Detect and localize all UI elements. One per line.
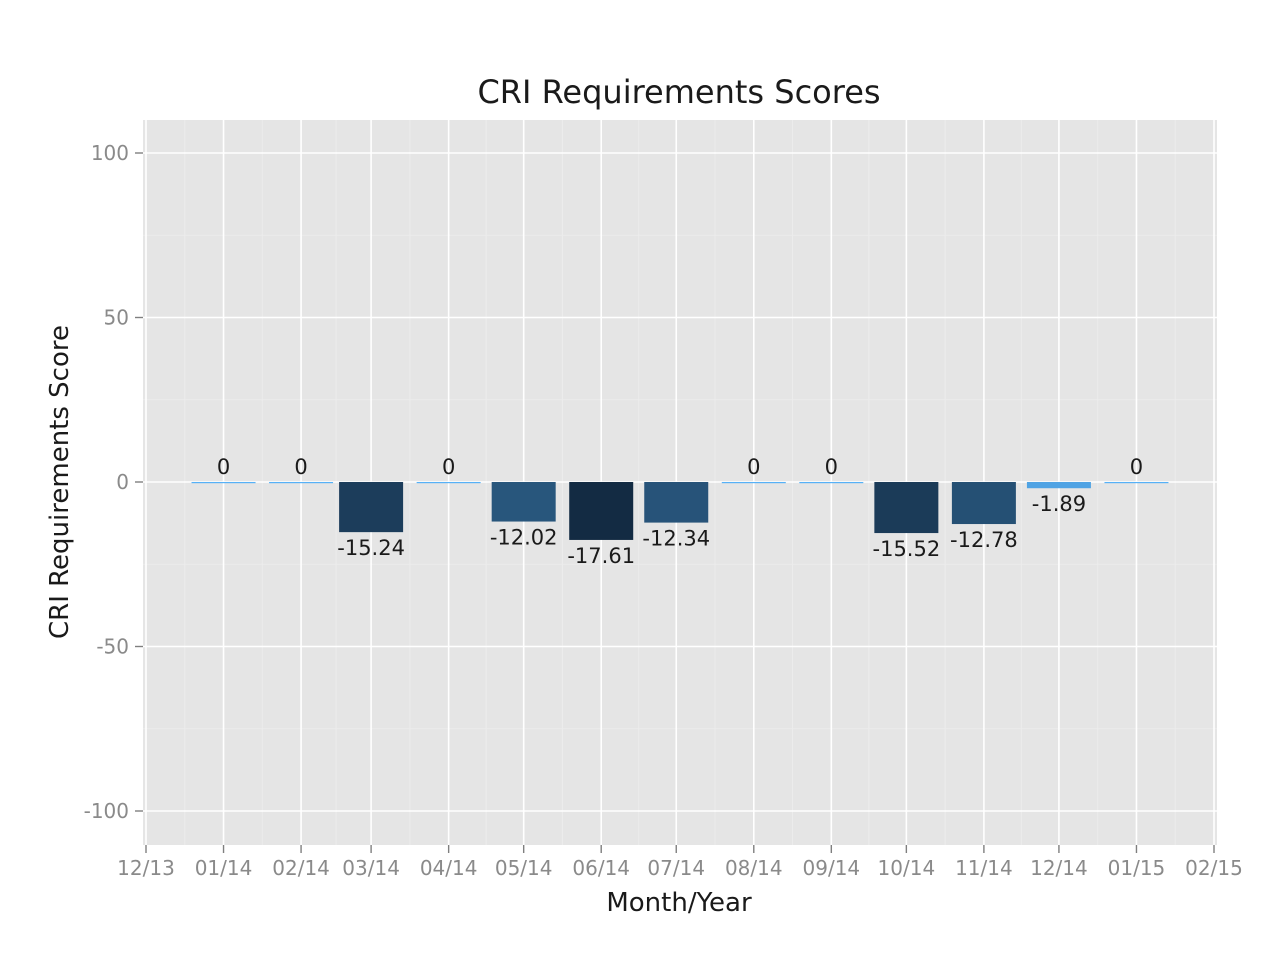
- y-tick-label: -50: [96, 635, 129, 659]
- x-tick-label: 10/14: [878, 856, 936, 880]
- bar-value-label: 0: [217, 455, 230, 479]
- y-tick-label: -100: [84, 799, 129, 823]
- x-tick-label: 02/14: [272, 856, 330, 880]
- bar: [416, 482, 481, 484]
- x-tick-label: 08/14: [725, 856, 783, 880]
- bar: [644, 482, 709, 523]
- y-tick-label: 100: [91, 141, 129, 165]
- x-tick-label: 11/14: [955, 856, 1013, 880]
- x-tick-label: 03/14: [342, 856, 400, 880]
- x-tick-label: 12/14: [1030, 856, 1088, 880]
- bar: [721, 482, 786, 484]
- bars: [191, 482, 1169, 540]
- bar-value-label: 0: [747, 455, 760, 479]
- x-tick-label: 02/15: [1185, 856, 1243, 880]
- x-tick-label: 12/13: [117, 856, 175, 880]
- bar: [874, 482, 939, 534]
- bar: [1104, 482, 1169, 484]
- bar-value-label: -15.24: [337, 536, 405, 560]
- bar-value-label: -12.78: [950, 528, 1018, 552]
- x-tick-label: 01/14: [195, 856, 253, 880]
- bar-value-label: 0: [294, 455, 307, 479]
- bar-value-label: 0: [1130, 455, 1143, 479]
- x-axis-title: Month/Year: [606, 888, 752, 918]
- bar-value-label: -12.02: [490, 526, 558, 550]
- bar: [339, 482, 404, 533]
- bar: [951, 482, 1016, 525]
- bar-value-label: -15.52: [873, 537, 941, 561]
- y-tick-label: 50: [104, 306, 129, 330]
- x-axis: 12/13 01/14 02/14 03/14 04/14 05/14 06/14 07/14…: [117, 845, 1243, 880]
- bar: [1026, 482, 1091, 489]
- x-tick-label: 07/14: [647, 856, 705, 880]
- x-tick-label: 09/14: [803, 856, 861, 880]
- y-axis: -100 -50 0 50 100: [84, 141, 143, 823]
- x-tick-label: 04/14: [420, 856, 478, 880]
- bar: [569, 482, 634, 540]
- x-tick-label: 06/14: [572, 856, 630, 880]
- bar-value-label: 0: [442, 455, 455, 479]
- x-tick-label: 01/15: [1108, 856, 1166, 880]
- y-axis-title: CRI Requirements Score: [45, 325, 75, 639]
- bar: [269, 482, 334, 484]
- bar: [799, 482, 864, 484]
- bar: [491, 482, 556, 522]
- chart-title: CRI Requirements Scores: [477, 73, 880, 111]
- y-tick-label: 0: [116, 470, 129, 494]
- bar-value-label: -12.34: [642, 527, 710, 551]
- bar-value-label: 0: [825, 455, 838, 479]
- bar-value-label: -1.89: [1032, 492, 1086, 516]
- bar: [191, 482, 256, 484]
- x-tick-label: 05/14: [495, 856, 553, 880]
- bar-value-label: -17.61: [567, 544, 635, 568]
- bar-labels: 0 0 -15.24 0 -12.02 -17.61 -12.34 0 0 -15.52 -12.7…: [217, 455, 1143, 568]
